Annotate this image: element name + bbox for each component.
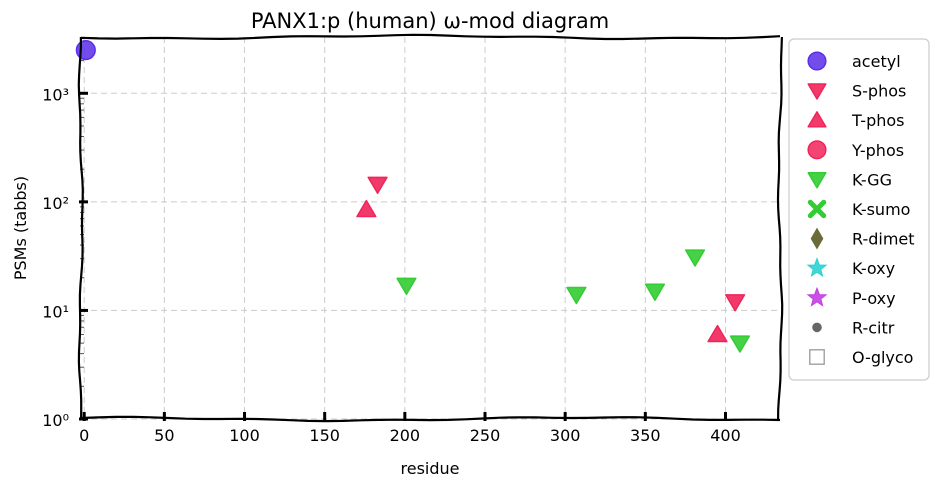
data-point-k-gg xyxy=(396,277,417,296)
legend-label: S-phos xyxy=(852,82,906,101)
grid xyxy=(81,37,780,420)
legend: acetyl S-phos T-phos Y-phos K-GG K-sumo R-dime… xyxy=(788,38,930,381)
legend-label: acetyl xyxy=(852,52,901,71)
x-tick-label: 400 xyxy=(710,426,741,445)
legend-label: K-GG xyxy=(852,170,892,189)
y-axis-label: PSMs (tabbs) xyxy=(11,176,30,280)
x-tick-label: 200 xyxy=(390,426,421,445)
legend-label: R-dimet xyxy=(852,230,915,249)
data-points xyxy=(75,39,751,353)
legend-marker-k-oxy xyxy=(806,257,828,278)
y-tick-label: 10⁰ xyxy=(42,411,69,430)
data-point-k-gg xyxy=(566,286,587,305)
x-tick-label: 300 xyxy=(550,426,581,445)
data-point-t-phos xyxy=(356,199,377,218)
data-point-s-phos xyxy=(725,294,746,312)
legend-marker-k-gg xyxy=(807,172,827,189)
chart-title: PANX1:p (human) ω-mod diagram xyxy=(251,9,609,33)
legend-marker-k-sumo xyxy=(807,199,827,219)
x-tick-label: 0 xyxy=(79,426,89,445)
legend-marker-acetyl xyxy=(807,51,827,71)
x-tick-label: 150 xyxy=(309,426,340,445)
y-tick-label: 10² xyxy=(42,194,69,213)
legend-marker-p-oxy xyxy=(806,286,828,307)
data-point-k-gg xyxy=(684,249,706,267)
x-tick-label: 350 xyxy=(630,426,661,445)
legend-label: O-glyco xyxy=(852,348,913,367)
legend-marker-s-phos xyxy=(807,83,827,100)
data-point-k-gg xyxy=(729,335,751,353)
y-tick-label: 10³ xyxy=(42,85,69,104)
legend-label: Y-phos xyxy=(851,141,904,160)
legend-label: P-oxy xyxy=(852,289,896,308)
x-tick-label: 50 xyxy=(154,426,174,445)
legend-marker-y-phos xyxy=(807,140,827,160)
data-point-t-phos xyxy=(707,324,728,343)
legend-marker-t-phos xyxy=(807,111,827,128)
y-tick-label: 10¹ xyxy=(42,302,69,321)
legend-marker-o-glyco xyxy=(809,349,825,365)
data-point-k-gg xyxy=(644,283,666,301)
data-point-s-phos xyxy=(367,176,388,194)
legend-label: K-oxy xyxy=(852,259,895,278)
legend-marker-r-citr xyxy=(812,322,822,333)
plot-frame xyxy=(77,33,784,423)
x-tick-label: 100 xyxy=(229,426,260,445)
legend-marker-r-dimet xyxy=(810,227,824,250)
axis-ticks: 0 50 100 150 200 250 300 350 400 10⁰ 10¹ 10² 10³ xyxy=(42,40,741,445)
legend-label: T-phos xyxy=(851,111,905,130)
x-axis-label: residue xyxy=(401,459,460,478)
x-tick-label: 250 xyxy=(470,426,501,445)
legend-label: K-sumo xyxy=(852,200,910,219)
legend-label: R-citr xyxy=(852,318,895,337)
